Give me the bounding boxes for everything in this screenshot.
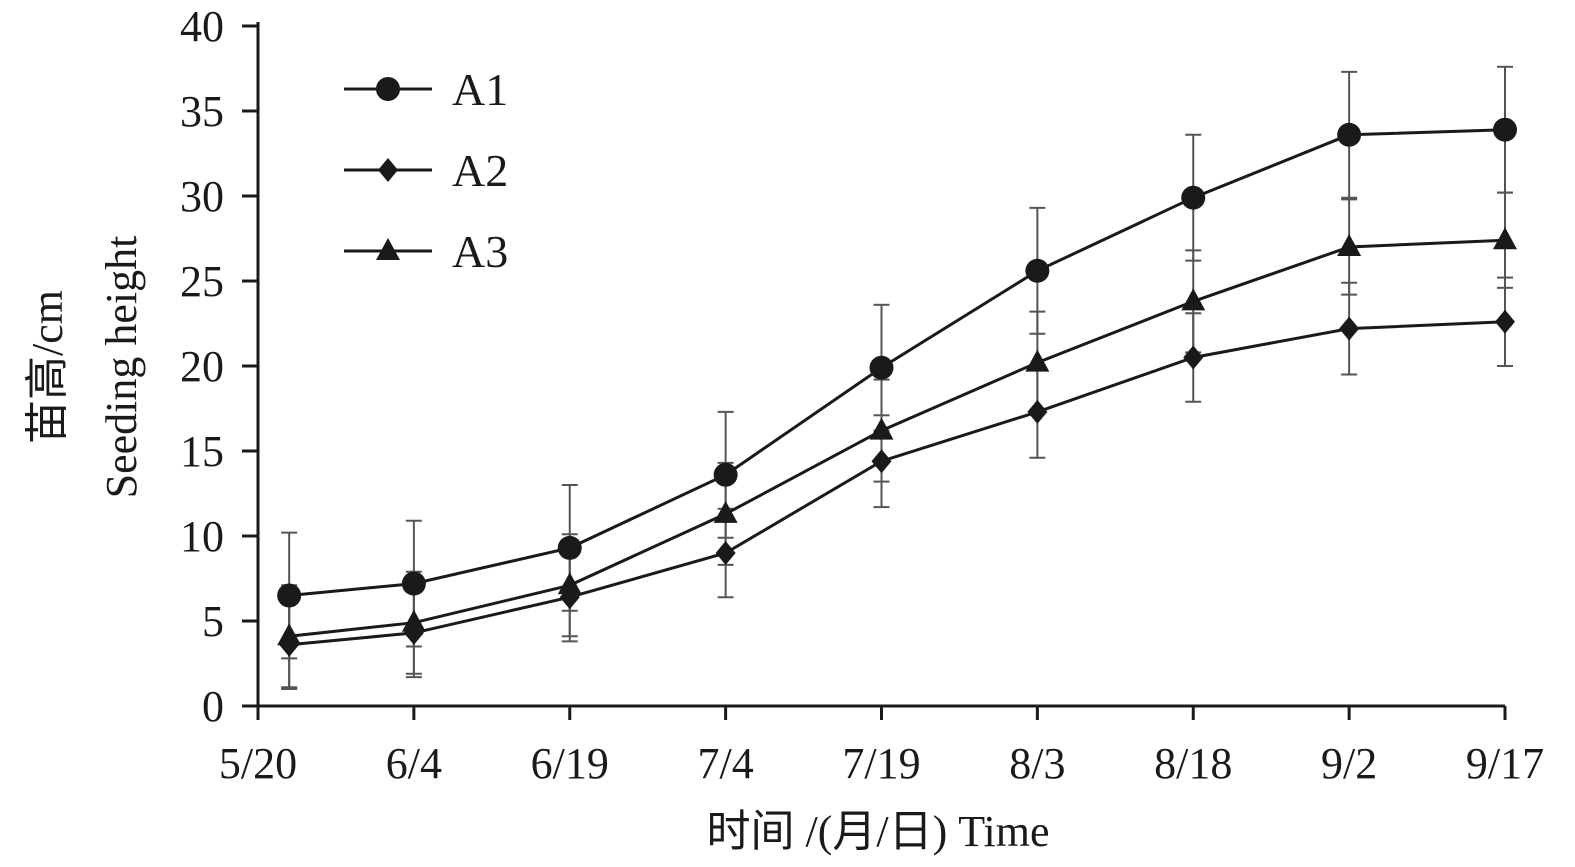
x-tick-label: 8/3: [1009, 739, 1065, 788]
data-point-A3: [1181, 288, 1206, 311]
data-point-A1: [401, 571, 426, 596]
y-tick-label: 25: [180, 257, 224, 306]
data-point-A3: [277, 623, 302, 646]
data-point-A2: [1027, 399, 1048, 424]
data-point-A2: [715, 541, 736, 565]
y-axis-title: 苗高/cm Seeding height: [23, 236, 146, 499]
data-point-A3: [869, 417, 894, 440]
x-tick-label: 5/20: [219, 739, 297, 788]
data-point-A1: [1181, 185, 1206, 210]
legend: A1 A2 A3: [344, 64, 508, 277]
x-tick-label: 6/19: [531, 739, 609, 788]
y-tick-label: 5: [202, 597, 224, 646]
x-tick-label: 7/4: [698, 739, 754, 788]
y-tick-label: 20: [180, 342, 224, 391]
legend-label-A2: A2: [452, 145, 508, 196]
series-lines: [289, 128, 1506, 647]
x-axis-ticks: 5/20 6/4 6/19 7/4 7/19 8/3 8/18 9/2 9/17: [219, 706, 1544, 788]
x-axis-title: 时间 /(月/日) Time: [706, 807, 1049, 856]
data-point-A1: [1337, 122, 1362, 147]
data-point-A1: [1025, 258, 1050, 283]
y-tick-label: 10: [180, 512, 224, 561]
x-tick-label: 9/2: [1321, 739, 1377, 788]
legend-marker-A1: [376, 77, 400, 101]
data-point-A2: [871, 449, 892, 474]
legend-label-A1: A1: [452, 64, 508, 115]
y-tick-label: 0: [202, 682, 224, 731]
data-point-A2: [1183, 345, 1204, 370]
y-tick-label: 35: [180, 87, 224, 136]
series-line-A3: [289, 238, 1506, 638]
y-axis-title-line-2: Seeding height: [97, 236, 146, 499]
data-point-A1: [713, 462, 738, 487]
series-line-A2: [289, 320, 1506, 647]
x-tick-label: 8/18: [1154, 739, 1232, 788]
legend-label-A3: A3: [452, 226, 508, 277]
series-line-A1: [289, 128, 1506, 597]
data-point-A3: [713, 500, 738, 523]
data-point-A1: [869, 355, 894, 380]
y-axis-ticks: 0 5 10 15 20 25 30 35 40: [180, 2, 258, 731]
y-axis-title-line-1: 苗高/cm: [23, 290, 72, 444]
data-point-A1: [557, 535, 582, 560]
x-tick-label: 9/17: [1466, 739, 1544, 788]
y-tick-label: 30: [180, 172, 224, 221]
data-point-A2: [1495, 309, 1515, 334]
series-markers: [277, 117, 1517, 657]
data-point-A3: [1025, 349, 1050, 372]
legend-marker-A2: [378, 158, 398, 182]
data-point-A3: [557, 572, 582, 595]
legend-marker-A3: [376, 238, 400, 260]
data-point-A3: [1337, 234, 1362, 256]
data-point-A3: [401, 609, 426, 632]
data-point-A1: [277, 583, 302, 608]
data-point-A1: [1493, 117, 1517, 142]
x-tick-label: 6/4: [386, 739, 442, 788]
y-tick-label: 40: [180, 2, 224, 51]
data-point-A2: [1339, 316, 1360, 341]
x-tick-label: 7/19: [842, 739, 920, 788]
y-tick-label: 15: [180, 427, 224, 476]
data-point-A3: [1493, 227, 1517, 250]
